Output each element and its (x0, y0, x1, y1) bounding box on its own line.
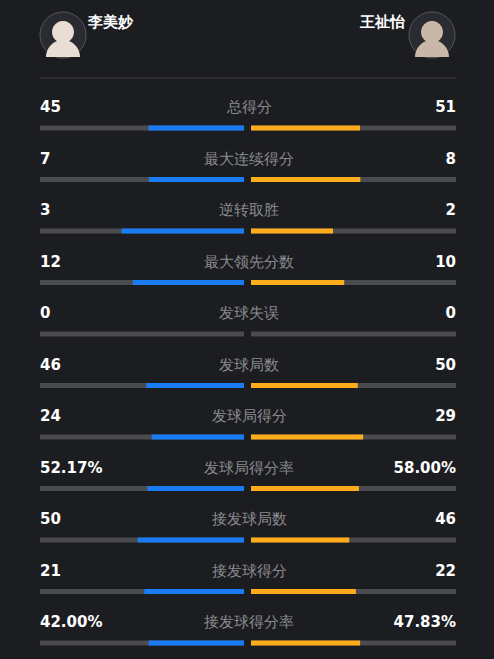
svg-text:发球局得分: 发球局得分 (212, 407, 287, 425)
svg-text:46: 46 (435, 510, 456, 528)
svg-text:58.00%: 58.00% (394, 459, 456, 477)
svg-text:最大领先分数: 最大领先分数 (204, 253, 294, 271)
svg-text:2: 2 (446, 201, 456, 219)
svg-text:8: 8 (446, 150, 456, 168)
svg-text:接发球得分率: 接发球得分率 (204, 613, 294, 631)
svg-text:12: 12 (40, 253, 61, 271)
svg-text:发球失误: 发球失误 (219, 304, 279, 322)
svg-text:51: 51 (435, 98, 456, 116)
svg-text:22: 22 (435, 562, 456, 580)
svg-text:逆转取胜: 逆转取胜 (219, 201, 279, 219)
svg-text:21: 21 (40, 562, 61, 580)
svg-text:45: 45 (40, 98, 61, 116)
svg-text:10: 10 (435, 253, 456, 271)
svg-text:总得分: 总得分 (226, 98, 272, 116)
svg-text:李美妙: 李美妙 (87, 13, 134, 31)
svg-text:24: 24 (40, 407, 61, 425)
svg-text:0: 0 (40, 304, 50, 322)
svg-text:发球局得分率: 发球局得分率 (204, 459, 294, 477)
svg-text:50: 50 (435, 356, 456, 374)
svg-text:最大连续得分: 最大连续得分 (204, 150, 294, 168)
svg-text:王祉怡: 王祉怡 (359, 13, 406, 31)
svg-text:46: 46 (40, 356, 61, 374)
svg-text:3: 3 (40, 201, 50, 219)
svg-text:47.83%: 47.83% (394, 613, 456, 631)
svg-text:29: 29 (435, 407, 456, 425)
svg-text:52.17%: 52.17% (40, 459, 102, 477)
svg-text:0: 0 (446, 304, 456, 322)
svg-text:接发球局数: 接发球局数 (212, 510, 287, 528)
svg-text:7: 7 (40, 150, 50, 168)
svg-text:发球局数: 发球局数 (219, 356, 279, 374)
svg-text:50: 50 (40, 510, 61, 528)
svg-text:42.00%: 42.00% (40, 613, 102, 631)
svg-text:接发球得分: 接发球得分 (212, 562, 287, 580)
